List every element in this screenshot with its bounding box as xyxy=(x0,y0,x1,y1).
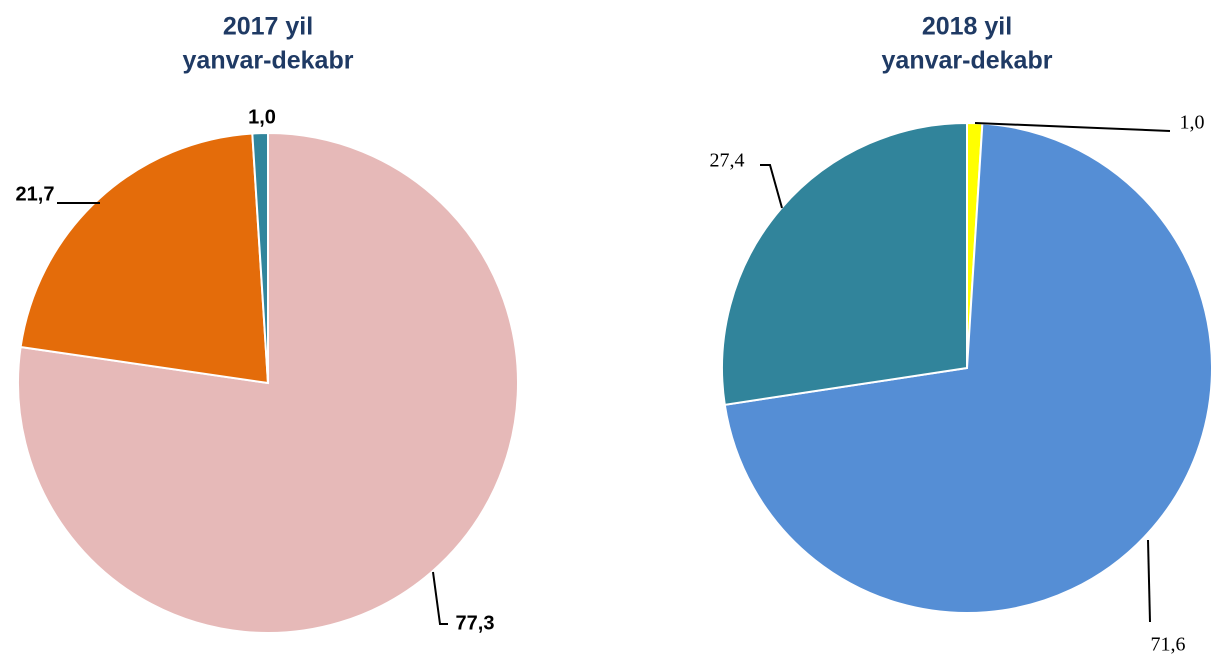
data-label: 71,6 xyxy=(1151,634,1186,656)
leader-line xyxy=(974,122,1171,132)
chart-subtitle: yanvar-dekabr xyxy=(882,47,1053,75)
pie-slice xyxy=(251,131,269,384)
data-label: 1,0 xyxy=(248,106,276,128)
data-label: 27,4 xyxy=(710,150,745,172)
data-label: 77,3 xyxy=(456,612,495,634)
data-label: 21,7 xyxy=(16,183,55,205)
data-label: 1,0 xyxy=(1180,112,1205,134)
pie-slice xyxy=(721,121,968,406)
chart-title: 2017 yil xyxy=(223,13,313,41)
leader-line xyxy=(432,571,448,625)
chart-title: 2018 yil xyxy=(922,13,1012,41)
pie-slice xyxy=(19,132,270,385)
chart-subtitle: yanvar-dekabr xyxy=(183,47,354,75)
leader-line xyxy=(760,164,783,209)
pie-slice xyxy=(723,122,1213,614)
leader-line xyxy=(1147,539,1151,623)
